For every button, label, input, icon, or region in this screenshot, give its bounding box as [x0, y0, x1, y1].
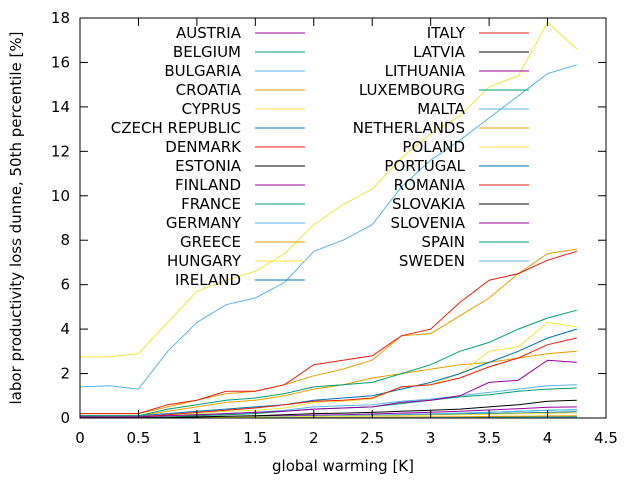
legend-label: NETHERLANDS — [353, 119, 465, 137]
legend-label: SPAIN — [421, 233, 465, 251]
legend-label: MALTA — [417, 100, 465, 118]
legend-label: DENMARK — [165, 138, 242, 156]
legend-label: BULGARIA — [164, 62, 241, 80]
x-tick-label: 3.5 — [477, 429, 501, 447]
axis-ticks: 0 0.5 1 1.5 2 2.5 3 3.5 4 4.5 0 2 4 6 8 10 12 14 16 18 — [51, 9, 618, 447]
y-tick-label: 4 — [60, 320, 70, 338]
y-tick-label: 8 — [60, 231, 70, 249]
series-line-romania — [80, 337, 577, 418]
x-tick-label: 2 — [309, 429, 319, 447]
series-line-slovenia — [80, 359, 577, 418]
legend-label: LITHUANIA — [385, 62, 466, 80]
y-tick-label: 2 — [60, 365, 70, 383]
series-line-portugal — [80, 328, 577, 417]
legend-label: FINLAND — [175, 176, 241, 194]
x-axis-label: global warming [K] — [272, 457, 414, 475]
legend-label: SWEDEN — [399, 252, 465, 270]
y-tick-label: 6 — [60, 276, 70, 294]
legend-label: CROATIA — [176, 81, 242, 99]
legend-label: GREECE — [180, 233, 241, 251]
series-lines — [79, 21, 578, 419]
series-line-croatia — [80, 350, 577, 417]
x-tick-label: 3 — [426, 429, 436, 447]
legend-label: HUNGARY — [167, 252, 242, 270]
x-tick-label: 1 — [192, 429, 202, 447]
series-line-cyprus — [80, 21, 578, 358]
legend-label: IRELAND — [175, 271, 241, 289]
y-axis-label: labor productivity loss dunne, 50th perc… — [7, 32, 25, 405]
legend-label: GERMANY — [166, 214, 242, 232]
legend-label: LATVIA — [413, 43, 466, 61]
series-line-spain — [80, 309, 577, 417]
legend-label: POLAND — [402, 138, 465, 156]
legend-label: FRANCE — [181, 195, 241, 213]
legend-label: BELGIUM — [173, 43, 241, 61]
series-line-malta — [79, 64, 577, 390]
y-tick-label: 16 — [51, 53, 70, 71]
x-tick-label: 4.5 — [594, 429, 618, 447]
x-tick-label: 4 — [543, 429, 553, 447]
plot-frame — [79, 17, 607, 419]
legend-label: LUXEMBOURG — [359, 81, 465, 99]
legend-label: ITALY — [427, 24, 466, 42]
series-line-italy — [80, 250, 577, 415]
x-tick-label: 0.5 — [127, 429, 151, 447]
legend-label: ROMANIA — [394, 176, 466, 194]
x-tick-label: 0 — [75, 429, 85, 447]
legend-label: SLOVENIA — [390, 214, 465, 232]
legend-label: CZECH REPUBLIC — [111, 119, 241, 137]
y-tick-label: 0 — [60, 409, 70, 427]
y-tick-label: 12 — [51, 142, 70, 160]
legend-label: AUSTRIA — [176, 24, 242, 42]
y-tick-label: 10 — [51, 187, 70, 205]
legend-label: ESTONIA — [175, 157, 242, 175]
x-tick-label: 1.5 — [243, 429, 267, 447]
y-tick-label: 14 — [51, 98, 70, 116]
legend-label: PORTUGAL — [384, 157, 465, 175]
legend-label: SLOVAKIA — [392, 195, 466, 213]
x-tick-label: 2.5 — [360, 429, 384, 447]
legend-label: CYPRUS — [182, 100, 241, 118]
legend: AUSTRIABELGIUMBULGARIACROATIACYPRUSCZECH… — [111, 24, 529, 289]
series-line-greece — [80, 248, 577, 415]
y-tick-label: 18 — [51, 9, 70, 27]
